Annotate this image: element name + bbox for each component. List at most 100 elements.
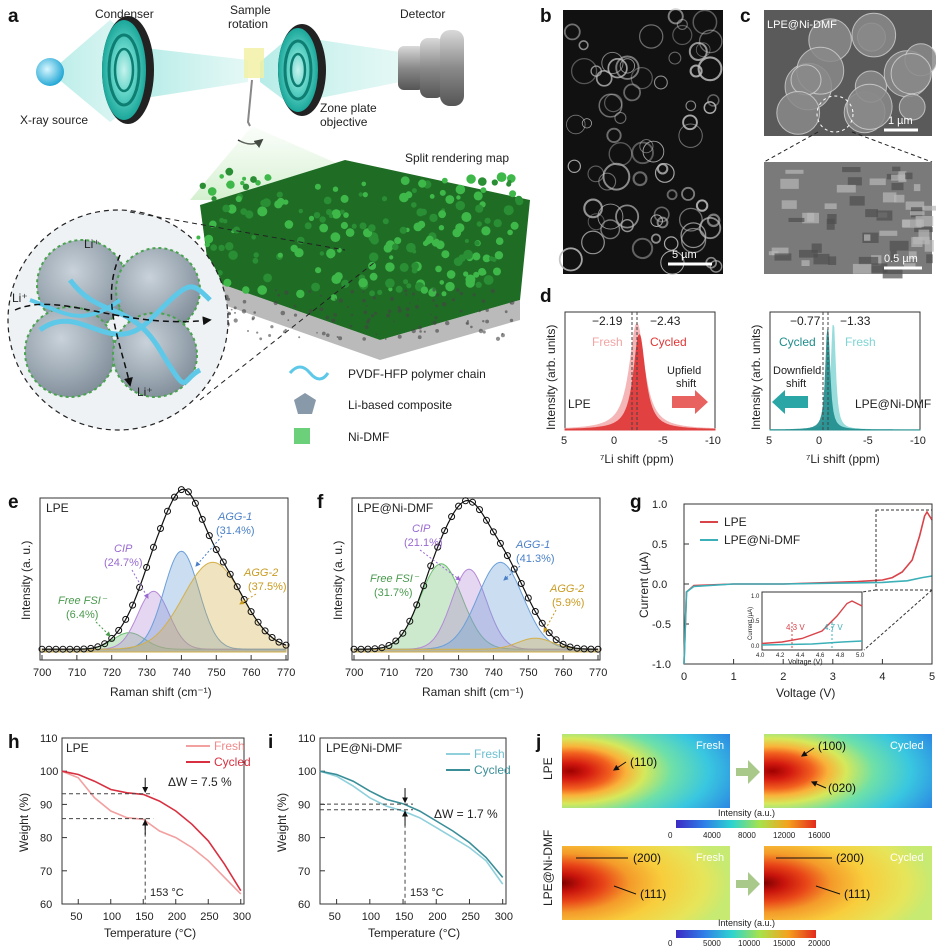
cbar-tick-label: 5000	[703, 939, 721, 948]
tga-ytick-label: 90	[40, 799, 52, 811]
lsv-ylabel: Current (µA)	[637, 552, 651, 618]
tga-i-frame	[319, 737, 507, 905]
nmr-left-cycled: Cycled	[650, 335, 687, 349]
tomo-particle	[620, 219, 634, 233]
xrd-peak-020: (020)	[828, 781, 856, 795]
composite-particle	[432, 320, 437, 325]
sem-grain	[774, 253, 792, 261]
raman-data-point	[164, 507, 171, 515]
panel-label-j: j	[535, 732, 541, 753]
tomo-particle	[653, 75, 668, 90]
ni-dmf-particle	[257, 206, 268, 217]
tomo-particle	[663, 236, 679, 251]
sem-texture	[768, 166, 936, 279]
xrd-lpe-fresh	[562, 734, 730, 808]
ni-dmf-particle	[207, 187, 217, 196]
ni-dmf-particle	[345, 228, 355, 237]
lsv-ytick-label: 1.0	[652, 499, 667, 511]
inset-line-1	[761, 640, 863, 646]
panel-i: i LPE@Ni-DMF 50 100 150 200 250 300 110 100 90 80…	[268, 732, 513, 940]
ni-dmf-particle	[240, 180, 245, 186]
sem-grain	[894, 194, 905, 203]
tomo-particle	[653, 206, 670, 223]
lsv-ytick-label: -1.0	[652, 659, 671, 671]
panel-c: c LPE@Ni-DMF 1 µm 0.5 µm	[740, 6, 936, 279]
ni-dmf-particle	[489, 256, 494, 261]
ni-dmf-particle	[475, 281, 482, 288]
nmr-right-xtick-1: 0	[816, 435, 822, 447]
raman-xtick-label: 730	[450, 667, 468, 679]
ni-dmf-particle	[260, 199, 267, 207]
raman-e-p3-name: AGG-2	[243, 567, 278, 579]
raman-e-p0-pct: (6.4%)	[66, 609, 98, 621]
tomo-particle	[681, 186, 696, 201]
tomo-particle	[688, 42, 708, 61]
ni-dmf-particle	[495, 237, 504, 245]
lsv-legend-lpe: LPE	[724, 515, 747, 529]
ni-dmf-icon	[294, 428, 310, 444]
composite-particle	[504, 310, 508, 314]
nmr-ylabel: Intensity (arb. units)	[544, 325, 558, 430]
ni-dmf-particle	[223, 278, 232, 287]
raman-data-point	[184, 488, 192, 496]
tga-i-dw: ΔW = 1.7 %	[434, 807, 498, 821]
raman-f-xlabel: Raman shift (cm⁻¹)	[422, 685, 524, 699]
sem-grain	[858, 256, 879, 265]
xrd-row1-arrow-icon	[736, 760, 760, 784]
ni-dmf-particle	[319, 216, 326, 223]
ni-dmf-particle	[493, 219, 502, 228]
ni-dmf-particle	[343, 212, 349, 218]
composite-particle	[321, 331, 326, 336]
raman-f-p2-name: AGG-1	[515, 539, 550, 551]
ni-dmf-particle	[438, 225, 445, 231]
ni-dmf-particle	[284, 220, 294, 229]
ni-dmf-particle	[456, 195, 461, 200]
ni-dmf-particle	[491, 179, 498, 186]
ni-dmf-particle	[369, 252, 379, 262]
xrd-row2-arrow-icon	[736, 872, 760, 896]
raman-data-point	[566, 643, 574, 651]
lsv-ytick-label: -0.5	[652, 619, 671, 631]
sem-grain	[768, 251, 779, 256]
ni-dmf-particle	[304, 222, 312, 230]
ni-dmf-particle	[228, 250, 238, 260]
sem-grain	[903, 263, 916, 269]
ni-dmf-particle	[475, 204, 484, 213]
sem-grain	[771, 247, 789, 256]
sem-grain	[926, 254, 933, 264]
sem-grain	[913, 184, 921, 192]
panel-e: e LPE Free FSI⁻ (6.4%) CIP (24.7%) AGG-1…	[8, 486, 295, 699]
nmr-left-xtick-3: -10	[705, 435, 721, 447]
raman-data-point	[469, 498, 476, 506]
nmr-right-xlabel: ⁷Li shift (ppm)	[806, 452, 880, 466]
ni-dmf-particle	[453, 257, 463, 266]
raman-envelope	[42, 488, 287, 650]
li-label-3: Li⁺	[137, 385, 153, 399]
composite-particle	[251, 316, 256, 320]
composite-particle	[485, 319, 489, 324]
composite-particle	[284, 328, 287, 332]
ni-dmf-particle	[484, 217, 491, 224]
composite-particle	[405, 293, 408, 296]
ni-dmf-particle	[494, 251, 504, 260]
raman-f-p3-name: AGG-2	[549, 583, 584, 595]
raman-data-point	[413, 601, 421, 609]
ni-dmf-particle	[242, 183, 250, 190]
composite-particle	[293, 304, 297, 308]
ni-dmf-particle	[227, 204, 237, 214]
ni-dmf-particle	[422, 240, 429, 247]
tomo-particle	[685, 100, 697, 112]
inset-xtick-label: 4.2	[776, 653, 785, 659]
nmr-left-cycled-peak	[564, 333, 716, 431]
inset-ytick-label: 0.0	[751, 644, 760, 650]
sem-particle	[790, 64, 822, 96]
ni-dmf-particle	[211, 196, 217, 202]
raman-data-point	[143, 563, 151, 571]
composite-particle	[227, 311, 231, 315]
ni-dmf-particle	[426, 235, 434, 244]
composite-particle	[414, 304, 419, 309]
raman-data-point	[392, 637, 400, 645]
tomo-particle	[676, 18, 688, 30]
composite-particle	[455, 288, 460, 292]
cbar-tick-label: 15000	[773, 939, 796, 948]
